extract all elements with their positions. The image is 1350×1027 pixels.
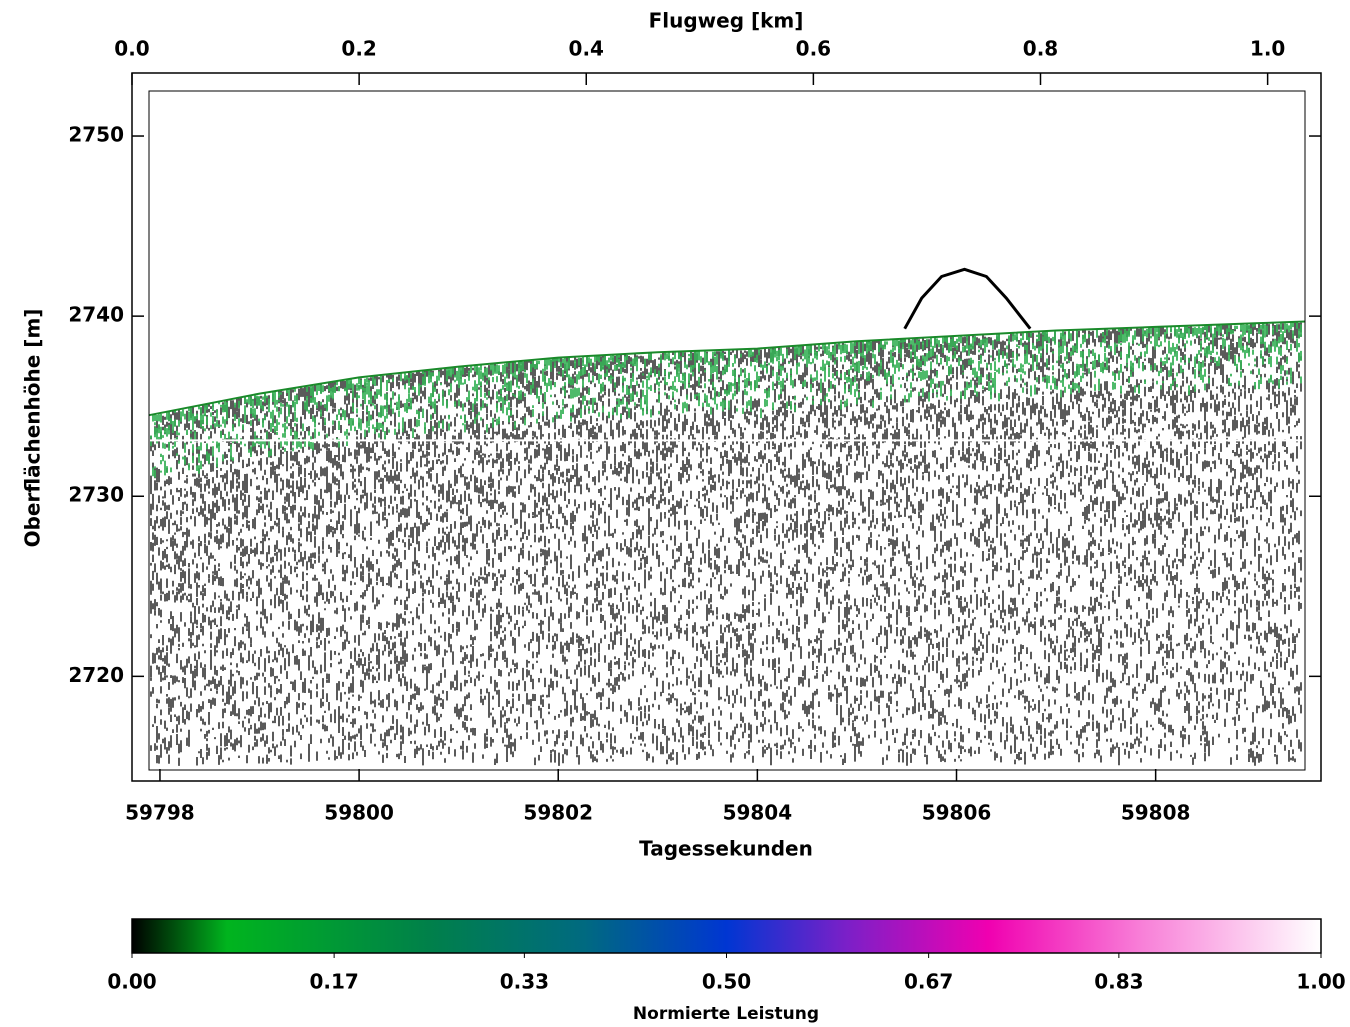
outer-frame: [131, 72, 1322, 782]
series-line: [903, 267, 1032, 330]
x2-tick-label: 1.0: [1250, 37, 1285, 61]
colorbar-tick-label: 0.67: [904, 970, 953, 994]
inner-frame: [148, 90, 1306, 771]
colorbar: [131, 918, 1322, 954]
x-tick-label: 59806: [922, 801, 992, 825]
y-tick-label: 2740: [68, 303, 124, 327]
x2-tick-label: 0.6: [796, 37, 831, 61]
x-axis-title: Tagessekunden: [639, 837, 813, 861]
colorbar-tick-label: 0.00: [107, 970, 156, 994]
colorbar-tick-label: 0.50: [702, 970, 751, 994]
colorbar-tick-label: 0.83: [1094, 970, 1143, 994]
colorbar-tick-label: 1.00: [1296, 970, 1345, 994]
series-line: [148, 320, 1306, 417]
x2-axis-title: Flugweg [km]: [649, 9, 804, 33]
x2-tick-label: 0.2: [341, 37, 376, 61]
x2-tick-label: 0.4: [569, 37, 604, 61]
x2-tick-label: 0.8: [1023, 37, 1058, 61]
x-tick-label: 59808: [1121, 801, 1191, 825]
colorbar-title: Normierte Leistung: [633, 1004, 819, 1024]
x-tick-label: 59800: [324, 801, 394, 825]
x-tick-label: 59798: [125, 801, 195, 825]
colorbar-tick-label: 0.33: [500, 970, 549, 994]
echo-speckle-green: [150, 321, 1302, 478]
x-tick-label: 59804: [723, 801, 793, 825]
y-tick-label: 2720: [68, 663, 124, 687]
y-tick-label: 2730: [68, 483, 124, 507]
y-axis-title: Oberflächenhöhe [m]: [21, 309, 45, 548]
x-tick-label: 59802: [523, 801, 593, 825]
y-tick-label: 2750: [68, 123, 124, 147]
x2-tick-label: 0.0: [114, 37, 149, 61]
colorbar-tick-label: 0.17: [309, 970, 358, 994]
